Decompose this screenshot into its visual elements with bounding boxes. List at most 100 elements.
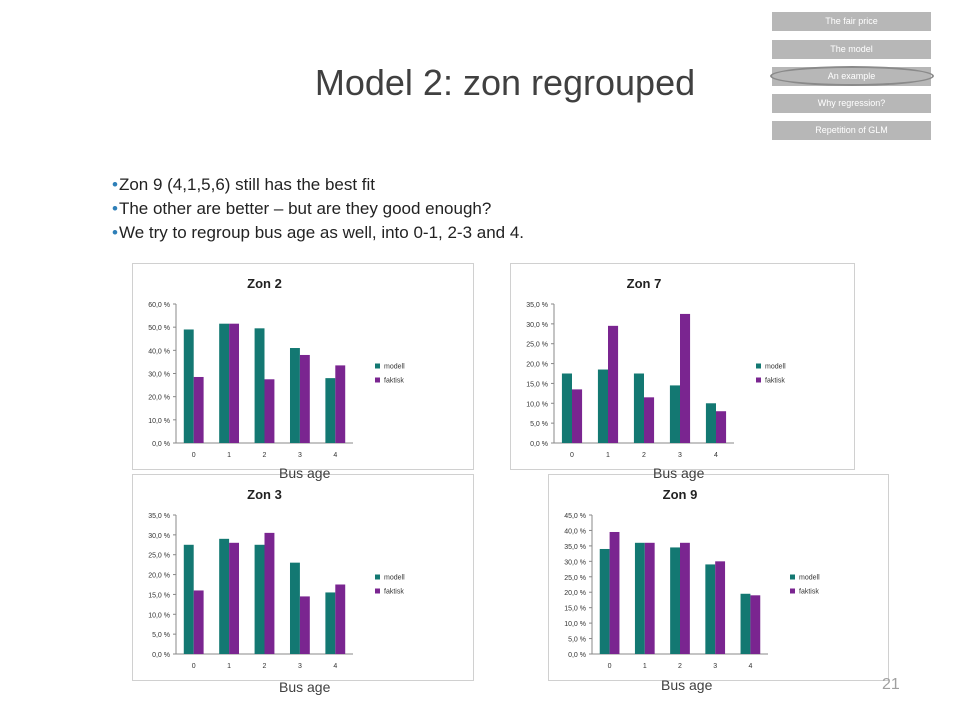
x-tick-label: 0 xyxy=(192,663,196,670)
bar-chart-svg: Zon 7 0,0 % 5,0 % 10,0 % 15,0 % 20,0 % 25,0 % 3… xyxy=(526,276,786,459)
x-tick-label: 2 xyxy=(263,663,267,670)
nav-item-why-regression[interactable]: Why regression? xyxy=(772,94,931,113)
bar-modell xyxy=(183,329,194,443)
y-tick-label: 35,0 % xyxy=(564,544,586,551)
bar-faktisk xyxy=(750,595,761,654)
y-tick-label: 5,0 % xyxy=(568,637,586,644)
bullet-item: We try to regroup bus age as well, into … xyxy=(112,221,524,245)
nav-item-example[interactable]: An example xyxy=(772,67,931,86)
legend-swatch xyxy=(790,588,795,594)
y-tick-label: 60,0 % xyxy=(148,302,170,309)
x-tick-label: 1 xyxy=(227,663,231,670)
y-tick-label: 10,0 % xyxy=(148,418,170,425)
legend-swatch xyxy=(790,574,795,580)
bar-modell xyxy=(669,385,680,443)
bar-modell xyxy=(670,547,680,654)
chart-title: Zon 9 xyxy=(663,487,698,502)
x-tick-label: 2 xyxy=(642,452,646,459)
y-tick-label: 40,0 % xyxy=(564,528,586,535)
x-tick-label: 1 xyxy=(227,452,231,459)
legend-label: faktisk xyxy=(765,378,785,385)
y-tick-label: 0,0 % xyxy=(152,441,170,448)
y-tick-label: 20,0 % xyxy=(148,573,170,580)
y-tick-label: 40,0 % xyxy=(148,348,170,355)
y-tick-label: 15,0 % xyxy=(564,606,586,613)
x-tick-label: 0 xyxy=(192,452,196,459)
bar-faktisk xyxy=(193,590,204,654)
bar-faktisk xyxy=(572,389,583,443)
x-tick-label: 4 xyxy=(748,663,752,670)
bar-chart-svg: Zon 9 0,0 % 5,0 % 10,0 % 15,0 % 20,0 % 25,0 % 3… xyxy=(564,487,820,670)
chart-title: Zon 7 xyxy=(627,276,662,291)
legend-label: modell xyxy=(765,364,786,371)
bar-faktisk xyxy=(608,325,619,443)
bar-faktisk xyxy=(264,379,275,443)
bar-modell xyxy=(219,323,230,443)
bar-modell xyxy=(599,548,610,654)
bar-modell xyxy=(561,373,572,443)
y-tick-label: 10,0 % xyxy=(526,401,548,408)
x-axis-caption: Bus age xyxy=(653,465,705,481)
bar-modell xyxy=(634,542,645,654)
bar-faktisk xyxy=(229,542,240,654)
x-tick-label: 4 xyxy=(333,452,337,459)
x-tick-label: 3 xyxy=(298,452,302,459)
x-tick-label: 4 xyxy=(333,663,337,670)
nav-item-fair-price[interactable]: The fair price xyxy=(772,12,931,31)
bar-faktisk xyxy=(644,397,655,443)
y-tick-label: 35,0 % xyxy=(526,302,548,309)
y-tick-label: 5,0 % xyxy=(152,632,170,639)
legend-label: faktisk xyxy=(799,589,819,596)
y-tick-label: 15,0 % xyxy=(148,592,170,599)
page-number: 21 xyxy=(882,676,900,693)
bar-modell xyxy=(740,593,751,654)
bar-faktisk xyxy=(715,561,726,654)
y-tick-label: 30,0 % xyxy=(148,533,170,540)
bar-modell xyxy=(633,373,644,443)
y-tick-label: 30,0 % xyxy=(148,372,170,379)
legend-label: modell xyxy=(799,575,820,582)
y-tick-label: 25,0 % xyxy=(564,575,586,582)
y-tick-label: 20,0 % xyxy=(564,590,586,597)
bullet-list: Zon 9 (4,1,5,6) still has the best fit T… xyxy=(112,173,524,245)
x-tick-label: 3 xyxy=(298,663,302,670)
bar-faktisk xyxy=(680,542,690,654)
y-tick-label: 5,0 % xyxy=(530,421,548,428)
legend-swatch xyxy=(756,377,761,383)
nav-item-model[interactable]: The model xyxy=(772,40,931,59)
legend-label: faktisk xyxy=(384,589,404,596)
bar-modell xyxy=(289,348,300,443)
x-tick-label: 1 xyxy=(643,663,647,670)
bar-faktisk xyxy=(680,313,691,443)
chart-zon-2: Zon 2 0,0 % 10,0 % 20,0 % 30,0 % 40,0 % 50,0 %… xyxy=(132,263,474,470)
bar-modell xyxy=(705,403,716,443)
bar-modell xyxy=(325,378,336,443)
bar-faktisk xyxy=(609,531,620,654)
bar-faktisk xyxy=(299,354,310,443)
bar-faktisk xyxy=(644,542,655,654)
bar-modell xyxy=(705,564,716,654)
bar-modell xyxy=(254,544,265,654)
slide-title: Model 2: zon regrouped xyxy=(314,62,696,103)
y-tick-label: 45,0 % xyxy=(564,513,586,520)
y-tick-label: 35,0 % xyxy=(148,513,170,520)
bar-modell xyxy=(183,544,194,654)
chart-zon-9: Zon 9 0,0 % 5,0 % 10,0 % 15,0 % 20,0 % 25,0 % 3… xyxy=(548,474,889,681)
y-tick-label: 15,0 % xyxy=(526,381,548,388)
bullet-item: Zon 9 (4,1,5,6) still has the best fit xyxy=(112,173,524,197)
y-tick-label: 20,0 % xyxy=(148,395,170,402)
chart-title: Zon 3 xyxy=(247,487,282,502)
bar-faktisk xyxy=(193,376,204,443)
legend-label: faktisk xyxy=(384,378,404,385)
bar-modell xyxy=(289,562,300,654)
bullet-item: The other are better – but are they good… xyxy=(112,197,524,221)
legend-swatch xyxy=(375,377,380,383)
bar-modell xyxy=(254,328,265,443)
legend-swatch xyxy=(756,363,761,369)
x-axis-caption: Bus age xyxy=(279,465,331,481)
nav-item-repetition-glm[interactable]: Repetition of GLM xyxy=(772,121,931,140)
legend-swatch xyxy=(375,363,380,369)
bar-chart-svg: Zon 3 0,0 % 5,0 % 10,0 % 15,0 % 20,0 % 25,0 % 3… xyxy=(148,487,405,670)
chart-zon-7: Zon 7 0,0 % 5,0 % 10,0 % 15,0 % 20,0 % 25,0 % 3… xyxy=(510,263,855,470)
legend-swatch xyxy=(375,588,380,594)
